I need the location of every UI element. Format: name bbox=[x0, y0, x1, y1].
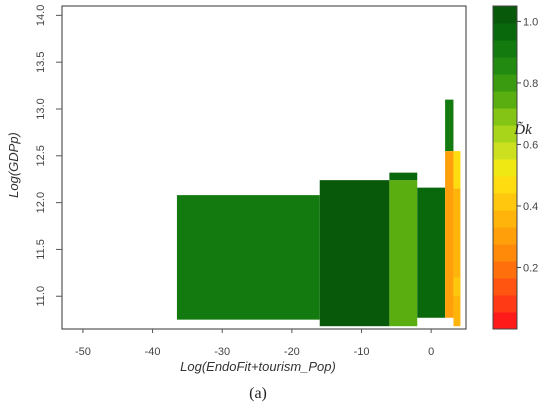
x-tick-label: -50 bbox=[75, 346, 91, 358]
y-tick-label: 14.0 bbox=[35, 5, 47, 26]
colorbar-segment bbox=[493, 193, 517, 211]
y-axis-ticks: 11.0 11.5 12.0 12.5 13.0 13.5 14.0 bbox=[35, 5, 62, 307]
colorbar-segment bbox=[493, 312, 517, 330]
colorbar-legend: 0.2 0.4 0.6 0.8 1.0 bbox=[492, 5, 538, 330]
heatmap-cell-0 bbox=[176, 195, 320, 320]
heatmap-cell-8 bbox=[453, 188, 461, 327]
x-tick-label: -30 bbox=[214, 346, 230, 358]
colorbar-segment bbox=[493, 74, 517, 92]
colorbar-segment bbox=[493, 23, 517, 41]
heatmap-cell-2 bbox=[389, 180, 418, 327]
x-tick-label: -40 bbox=[145, 346, 161, 358]
colorbar-segment bbox=[493, 40, 517, 58]
heatmap-cells bbox=[176, 99, 461, 327]
colorbar-segment bbox=[493, 6, 517, 24]
x-tick-label: -10 bbox=[354, 346, 370, 358]
heatmap-cell-5 bbox=[445, 99, 454, 152]
colorbar-tick-label: 0.6 bbox=[523, 139, 538, 151]
colorbar-segment bbox=[493, 91, 517, 109]
colorbar-tick-label: 0.2 bbox=[523, 262, 538, 274]
y-tick-label: 11.5 bbox=[35, 239, 47, 260]
colorbar-segment bbox=[493, 261, 517, 279]
colorbar-segment bbox=[493, 278, 517, 296]
x-tick-label: -20 bbox=[284, 346, 300, 358]
y-tick-label: 13.5 bbox=[35, 51, 47, 72]
colorbar-segment bbox=[493, 227, 517, 245]
y-tick-label: 12.0 bbox=[35, 192, 47, 213]
y-tick-label: 12.5 bbox=[35, 145, 47, 166]
x-axis-title: Log(EndoFit+tourism_Pop) bbox=[180, 359, 336, 374]
colorbar-segment bbox=[493, 210, 517, 228]
colorbar-segment bbox=[493, 125, 517, 143]
heatmap-cell-7 bbox=[453, 151, 461, 189]
y-axis-title: Log(GDPp) bbox=[6, 132, 21, 198]
colorbar-segment bbox=[493, 142, 517, 160]
colorbar-segment bbox=[493, 57, 517, 75]
heatmap-cell-9 bbox=[453, 277, 461, 297]
heatmap-cell-4 bbox=[417, 187, 446, 318]
heatmap-cell-6 bbox=[445, 151, 454, 318]
colorbar-segment bbox=[493, 295, 517, 313]
heatmap-cell-1 bbox=[319, 180, 390, 327]
colorbar-segment bbox=[493, 244, 517, 262]
colorbar-segment bbox=[493, 108, 517, 126]
colorbar-frame bbox=[492, 5, 518, 330]
colorbar-tick-label: 1.0 bbox=[523, 16, 538, 28]
x-axis-ticks: -50 -40 -30 -20 -10 0 bbox=[75, 329, 434, 358]
figure-caption: (a) bbox=[249, 385, 267, 402]
x-tick-label: 0 bbox=[428, 346, 434, 358]
colorbar-segment bbox=[493, 176, 517, 194]
plot-frame bbox=[61, 5, 467, 330]
heatmap-cell-3 bbox=[389, 172, 418, 181]
colorbar-title: D̃k bbox=[513, 122, 532, 138]
colorbar-segment bbox=[493, 159, 517, 177]
y-tick-label: 13.0 bbox=[35, 98, 47, 119]
colorbar-tick-label: 0.4 bbox=[523, 201, 538, 213]
colorbar-tick-label: 0.8 bbox=[523, 78, 538, 90]
y-tick-label: 11.0 bbox=[35, 286, 47, 307]
